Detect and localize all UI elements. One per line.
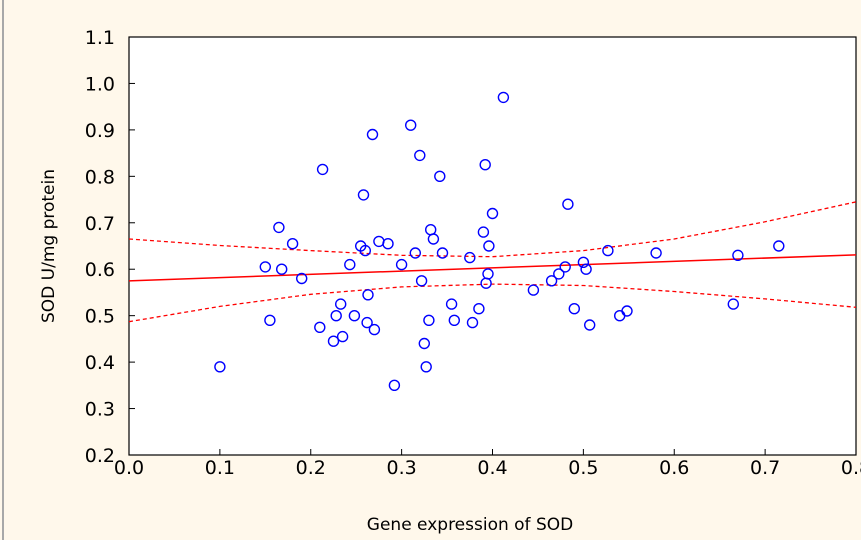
data-point: [335, 298, 347, 310]
data-point: [314, 321, 326, 333]
data-point: [348, 310, 361, 322]
x-tick-label: 0.2: [296, 457, 326, 479]
data-point: [296, 272, 308, 285]
tick-labels: 0.0 0.1 0.2 0.3 0.4 0.5 0.6 0.7 0.8 0.2 0.3 0.4 0.5 0…: [85, 27, 861, 479]
y-tick-label: 0.3: [85, 399, 115, 421]
y-tick-label: 0.5: [85, 306, 115, 328]
x-tick-label: 0.7: [750, 457, 780, 479]
data-point: [436, 247, 449, 259]
data-point: [580, 263, 592, 275]
data-point: [650, 247, 662, 259]
x-tick-label: 0.5: [568, 457, 598, 479]
y-tick-label: 0.9: [85, 120, 115, 142]
y-tick-label: 1.0: [85, 73, 115, 95]
data-point: [527, 284, 540, 296]
x-tick-label: 0.3: [387, 457, 417, 479]
data-point: [214, 361, 226, 373]
data-point: [497, 91, 510, 104]
data-point: [545, 275, 558, 287]
data-point: [732, 249, 744, 262]
data-point: [427, 233, 440, 245]
data-point: [330, 310, 342, 322]
y-tick-label: 0.4: [85, 352, 115, 374]
data-point: [773, 240, 785, 252]
upper-confidence-line: [128, 201, 857, 258]
data-point: [602, 244, 614, 257]
data-point: [344, 258, 356, 271]
data-point: [264, 314, 276, 326]
data-point: [405, 119, 417, 131]
data-point: [483, 240, 495, 252]
y-tick-label: 0.8: [85, 166, 115, 188]
data-point: [382, 237, 394, 250]
data-point: [359, 244, 371, 257]
y-tick-label: 1.1: [85, 27, 115, 49]
data-point: [286, 237, 299, 250]
x-tick-label: 0.6: [659, 457, 689, 479]
axis-ticks: [128, 36, 857, 456]
data-point: [395, 258, 408, 271]
data-point: [366, 128, 379, 141]
y-axis-label: SOD U/mg protein: [39, 169, 59, 323]
data-point: [273, 221, 285, 234]
data-point: [577, 256, 590, 268]
data-point: [423, 314, 435, 326]
data-point: [362, 289, 374, 301]
data-point: [466, 316, 479, 329]
data-point: [418, 337, 430, 350]
data-points: [214, 91, 785, 391]
data-point: [327, 335, 340, 347]
data-point: [316, 163, 329, 176]
data-point: [473, 303, 485, 315]
y-tick-label: 0.2: [85, 445, 115, 467]
data-point: [448, 314, 460, 326]
data-point: [464, 251, 476, 264]
x-tick-label: 0.4: [477, 457, 507, 479]
x-axis-label: Gene expression of SOD: [367, 515, 573, 535]
data-point: [336, 330, 349, 343]
y-tick-label: 0.6: [85, 259, 115, 281]
left-border: [2, 0, 4, 540]
lower-confidence-line: [128, 283, 857, 323]
data-point: [388, 379, 401, 391]
data-point: [621, 305, 633, 317]
data-point: [415, 275, 428, 287]
data-point: [562, 198, 574, 210]
y-tick-label: 0.7: [85, 213, 115, 235]
data-point: [482, 268, 494, 280]
data-point: [584, 319, 596, 331]
confidence-band: [128, 201, 857, 323]
data-point: [420, 361, 432, 373]
data-point: [445, 298, 458, 310]
data-point: [479, 158, 491, 171]
data-point: [559, 261, 571, 273]
data-point: [368, 323, 381, 336]
plot-area: [128, 36, 857, 456]
data-point: [361, 316, 373, 329]
data-point: [259, 261, 271, 273]
data-point: [357, 189, 370, 201]
data-point: [276, 263, 288, 275]
data-point: [409, 247, 421, 259]
data-point: [568, 303, 580, 315]
x-tick-label: 0.1: [205, 457, 235, 479]
data-point: [414, 149, 426, 162]
x-tick-label: 0.0: [114, 457, 144, 479]
data-point: [727, 298, 739, 310]
x-tick-label: 0.8: [841, 457, 861, 479]
data-point: [486, 207, 499, 220]
data-point: [553, 268, 565, 280]
data-point: [477, 226, 490, 238]
data-point: [434, 170, 446, 183]
